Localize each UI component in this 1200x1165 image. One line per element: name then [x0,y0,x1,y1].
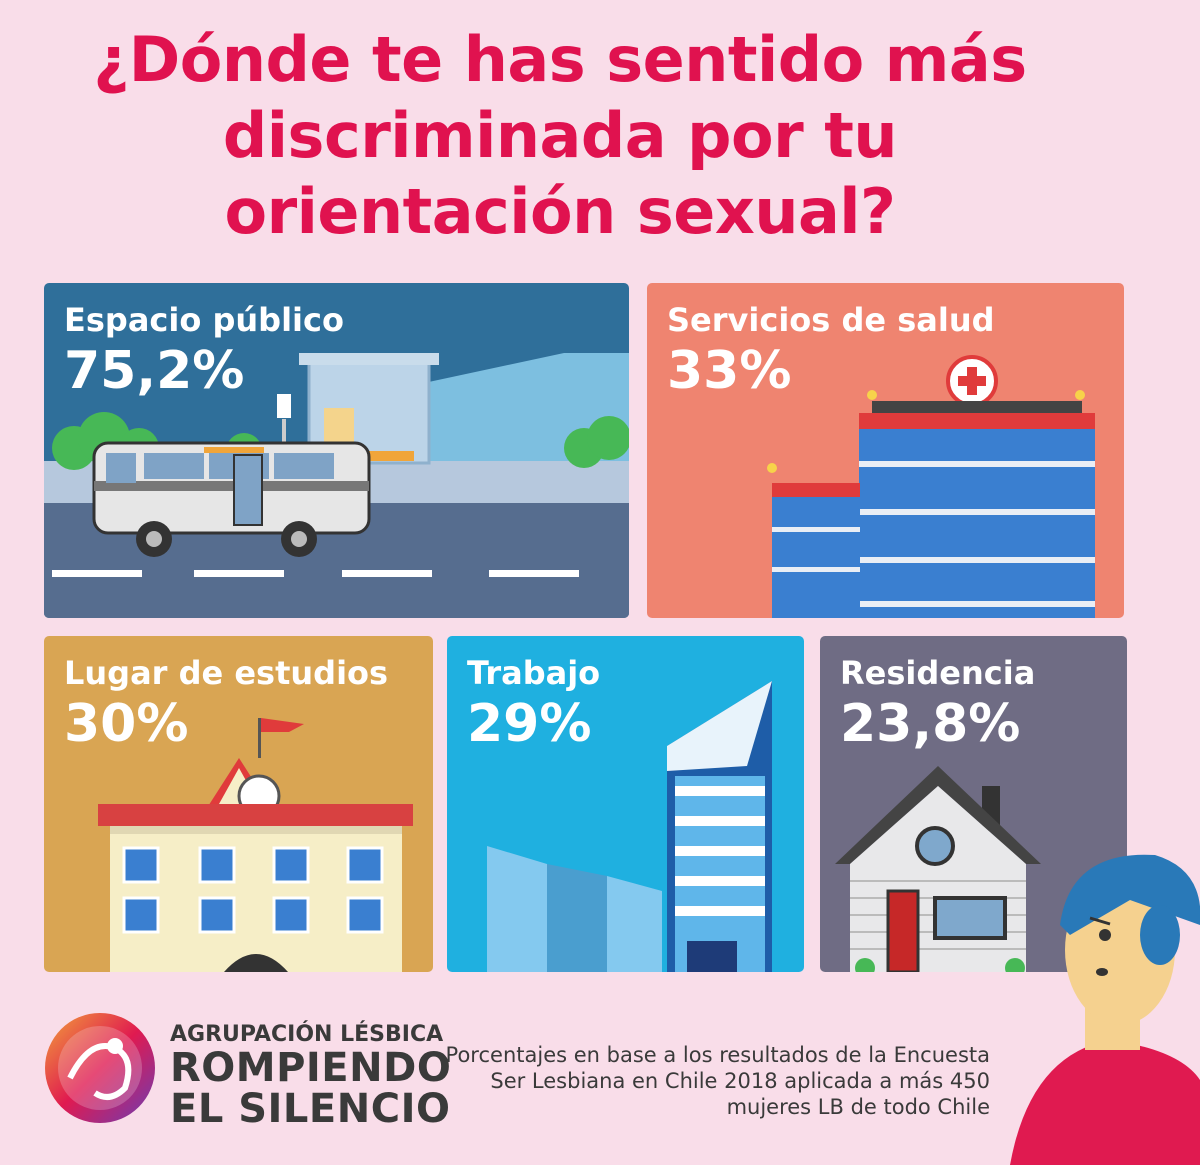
bus-stop-illustration [44,353,629,618]
organization-name: AGRUPACIÓN LÉSBICA ROMPIENDO EL SILENCIO [170,1022,451,1130]
panel-percentage: 75,2% [64,341,245,401]
source-note: Porcentajes en base a los resultados de … [445,1043,990,1119]
panel-trabajo: Trabajo 29% [447,636,804,972]
rompiendo-el-silencio-logo [45,1013,155,1123]
org-line-2: ROMPIENDO [170,1045,452,1091]
org-line-1: AGRUPACIÓN LÉSBICA [170,1022,444,1047]
panel-label: Servicios de salud [667,301,995,339]
office-building-illustration [487,681,772,972]
panel-percentage: 33% [667,341,792,401]
panel-label: Lugar de estudios [64,654,389,692]
panel-label: Trabajo [467,654,601,692]
panel-label: Espacio público [64,301,344,339]
hospital-illustration [767,355,1095,618]
panel-percentage: 30% [64,694,189,754]
house-illustration [835,766,1041,972]
panel-percentage: 29% [467,694,592,754]
panel-servicios-salud: Servicios de salud 33% [647,283,1124,618]
panel-percentage: 23,8% [840,694,1021,754]
school-illustration [98,718,413,972]
worried-person-illustration [1010,854,1200,1165]
page-title: ¿Dónde te has sentido más discriminada p… [93,23,1027,248]
panel-label: Residencia [840,654,1036,692]
panel-espacio-publico: Espacio público 75,2% [44,283,629,618]
org-line-3: EL SILENCIO [170,1086,451,1132]
panel-lugar-estudios: Lugar de estudios 30% [44,636,433,972]
